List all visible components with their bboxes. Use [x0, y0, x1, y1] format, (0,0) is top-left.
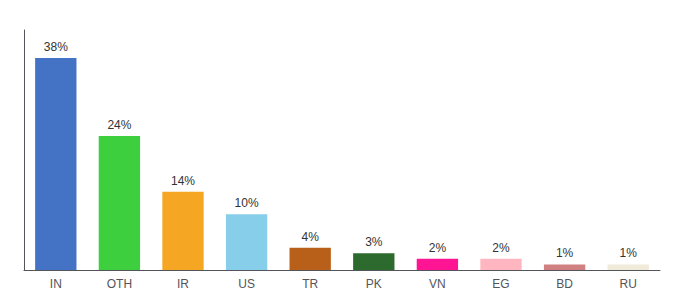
svg-text:10%: 10% [235, 196, 259, 210]
svg-text:VN: VN [429, 277, 446, 291]
svg-text:OTH: OTH [107, 277, 132, 291]
svg-text:3%: 3% [365, 235, 383, 249]
svg-text:2%: 2% [492, 241, 510, 255]
svg-text:PK: PK [366, 277, 382, 291]
svg-text:IR: IR [177, 277, 189, 291]
svg-text:RU: RU [620, 277, 637, 291]
svg-text:4%: 4% [302, 230, 320, 244]
svg-text:24%: 24% [107, 118, 131, 132]
svg-text:IN: IN [50, 277, 62, 291]
svg-text:2%: 2% [429, 241, 447, 255]
svg-text:14%: 14% [171, 174, 195, 188]
svg-text:38%: 38% [44, 40, 68, 54]
svg-text:US: US [238, 277, 255, 291]
svg-text:EG: EG [492, 277, 509, 291]
svg-text:1%: 1% [556, 246, 574, 260]
svg-text:1%: 1% [620, 246, 638, 260]
svg-text:BD: BD [556, 277, 573, 291]
svg-text:TR: TR [302, 277, 318, 291]
